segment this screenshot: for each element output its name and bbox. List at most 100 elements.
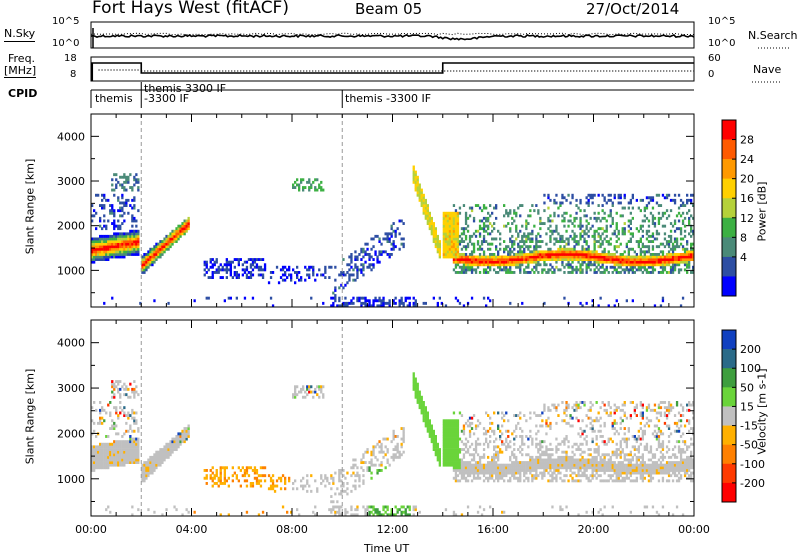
data-cell <box>457 235 459 238</box>
data-cell <box>131 245 133 248</box>
data-cell <box>129 451 131 454</box>
data-cell <box>610 199 612 202</box>
data-cell <box>543 472 545 475</box>
data-cell <box>505 256 507 259</box>
data-cell <box>477 263 479 266</box>
data-cell <box>97 238 99 241</box>
data-cell <box>624 268 626 271</box>
data-cell <box>395 297 397 300</box>
data-cell <box>632 194 634 197</box>
data-cell <box>674 261 676 264</box>
data-cell <box>575 417 577 420</box>
data-cell <box>575 240 577 243</box>
data-cell <box>583 232 585 235</box>
data-cell <box>638 256 640 259</box>
data-cell <box>220 479 222 482</box>
data-cell <box>264 263 266 266</box>
data-cell <box>431 225 433 228</box>
data-cell <box>155 456 157 459</box>
data-cell <box>111 248 113 251</box>
data-cell <box>459 438 461 441</box>
data-cell <box>481 464 483 467</box>
data-cell <box>302 396 304 399</box>
data-cell <box>443 432 445 435</box>
data-cell <box>483 479 485 482</box>
data-cell <box>525 453 527 456</box>
data-cell <box>469 253 471 256</box>
data-cell <box>234 266 236 269</box>
data-cell <box>539 414 541 417</box>
data-cell <box>569 248 571 251</box>
data-cell <box>95 459 97 462</box>
data-cell <box>246 479 248 482</box>
data-cell <box>449 214 451 217</box>
data-cell <box>181 438 183 441</box>
data-cell <box>630 268 632 271</box>
data-cell <box>495 256 497 259</box>
data-cell <box>244 474 246 477</box>
data-cell <box>417 398 419 401</box>
data-cell <box>471 459 473 462</box>
data-cell <box>513 256 515 259</box>
data-cell <box>382 299 384 302</box>
data-cell <box>678 258 680 261</box>
data-cell <box>477 256 479 259</box>
data-cell <box>602 253 604 256</box>
data-cell <box>129 448 131 451</box>
data-cell <box>646 217 648 220</box>
data-cell <box>362 256 364 259</box>
data-cell <box>483 250 485 253</box>
data-cell <box>598 212 600 215</box>
data-cell <box>179 232 181 235</box>
data-cell <box>425 425 427 428</box>
data-cell <box>485 225 487 228</box>
data-cell <box>346 472 348 475</box>
data-cell <box>459 466 461 469</box>
data-cell <box>123 388 125 391</box>
data-cell <box>427 220 429 223</box>
data-cell <box>600 258 602 261</box>
data-cell <box>527 466 529 469</box>
data-cell <box>352 459 354 462</box>
data-cell <box>666 243 668 246</box>
data-cell <box>457 464 459 467</box>
data-cell <box>242 263 244 266</box>
data-cell <box>644 220 646 223</box>
data-cell <box>628 225 630 228</box>
data-cell <box>238 261 240 264</box>
data-cell <box>513 456 515 459</box>
data-cell <box>567 250 569 253</box>
data-cell <box>175 438 177 441</box>
data-cell <box>521 204 523 207</box>
data-cell <box>569 202 571 205</box>
data-cell <box>537 258 539 261</box>
data-cell <box>537 263 539 266</box>
data-cell <box>391 243 393 246</box>
data-cell <box>204 274 206 277</box>
data-cell <box>463 427 465 430</box>
data-cell <box>109 250 111 253</box>
data-cell <box>473 477 475 480</box>
data-cell <box>555 448 557 451</box>
data-cell <box>656 230 658 233</box>
data-cell <box>557 466 559 469</box>
data-cell <box>497 456 499 459</box>
data-cell <box>634 266 636 269</box>
data-cell <box>606 261 608 264</box>
data-cell <box>147 261 149 264</box>
data-cell <box>519 271 521 274</box>
data-cell <box>463 232 465 235</box>
data-cell <box>475 263 477 266</box>
data-cell <box>302 189 304 192</box>
data-cell <box>573 459 575 462</box>
data-cell <box>220 276 222 279</box>
data-cell <box>395 302 397 305</box>
data-cell <box>184 225 186 228</box>
data-cell <box>115 409 117 412</box>
data-cell <box>113 440 115 443</box>
data-cell <box>133 196 135 199</box>
data-cell <box>469 422 471 425</box>
data-cell <box>503 263 505 266</box>
data-cell <box>493 472 495 475</box>
data-cell <box>131 225 133 228</box>
